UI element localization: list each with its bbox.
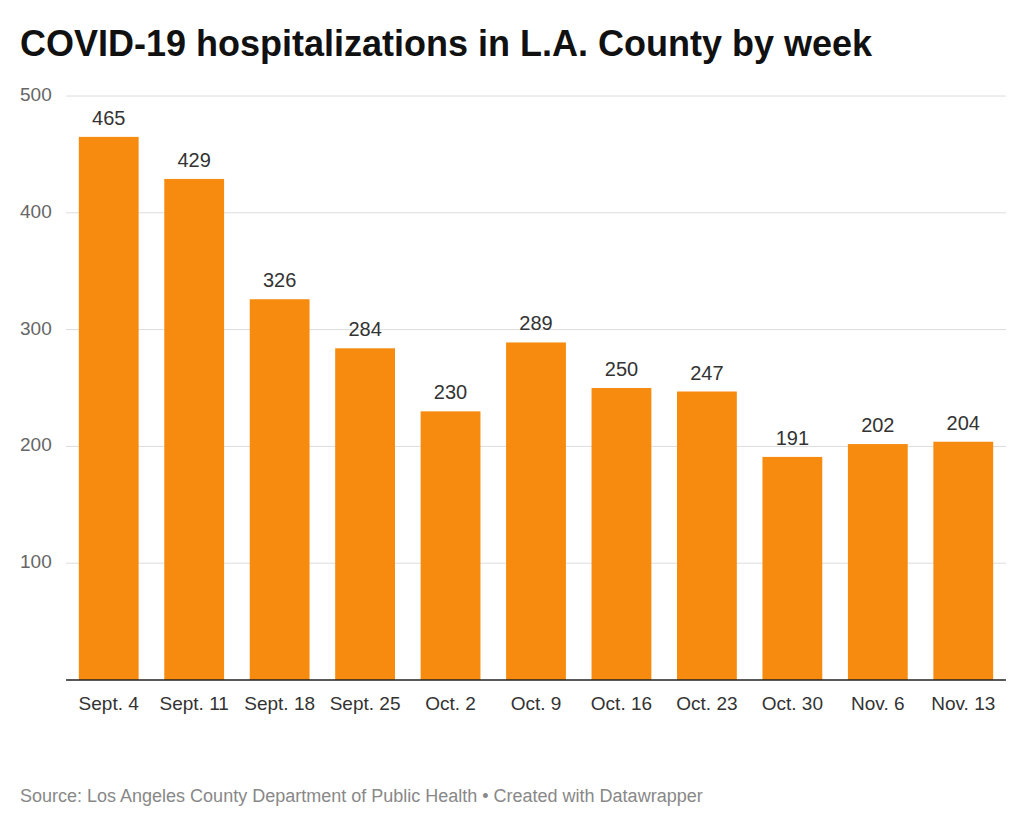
x-tick-label: Sept. 4	[79, 693, 140, 714]
data-label: 247	[690, 362, 723, 384]
x-tick-label: Oct. 2	[425, 693, 476, 714]
data-label: 202	[861, 414, 894, 436]
x-tick-label: Sept. 25	[330, 693, 401, 714]
bar	[848, 444, 908, 680]
bar	[677, 392, 737, 680]
y-tick-label: 100	[20, 551, 52, 572]
bar	[335, 348, 395, 680]
source: Source: Los Angeles County Department of…	[20, 786, 703, 806]
bars	[79, 137, 993, 680]
bar	[250, 299, 310, 680]
x-tick-label: Sept. 18	[244, 693, 315, 714]
x-tick-label: Nov. 6	[851, 693, 905, 714]
bar	[592, 388, 652, 680]
y-tick-label: 300	[20, 318, 52, 339]
y-tick-label: 400	[20, 201, 52, 222]
bar	[506, 342, 566, 680]
data-label: 230	[434, 381, 467, 403]
data-label: 429	[177, 149, 210, 171]
data-label: 191	[776, 427, 809, 449]
x-tick-label: Oct. 16	[591, 693, 652, 714]
bar	[762, 457, 822, 680]
data-label: 250	[605, 358, 638, 380]
bar	[164, 179, 224, 680]
data-label: 204	[947, 412, 980, 434]
x-tick-label: Nov. 13	[931, 693, 995, 714]
data-label: 326	[263, 269, 296, 291]
data-label: 284	[348, 318, 381, 340]
bar	[933, 442, 993, 680]
bar	[79, 137, 139, 680]
title: COVID-19 hospitalizations in L.A. County…	[20, 23, 873, 64]
chart-container: COVID-19 hospitalizations in L.A. County…	[0, 0, 1024, 825]
x-axis-line	[66, 679, 1006, 681]
labels: 465 429 326 284 230 289 250 247 191 202 204	[92, 107, 980, 449]
x-tick-label: Sept. 11	[159, 693, 228, 714]
data-label: 465	[92, 107, 125, 129]
chart-svg: COVID-19 hospitalizations in L.A. County…	[0, 0, 1024, 825]
x-tick-label: Oct. 30	[762, 693, 823, 714]
data-label: 289	[519, 312, 552, 334]
x-tick-label: Oct. 23	[676, 693, 737, 714]
bar	[421, 411, 481, 680]
x-tick-label: Oct. 9	[511, 693, 562, 714]
y-tick-label: 500	[20, 84, 52, 105]
grid-line	[66, 96, 1006, 97]
y-tick-label: 200	[20, 434, 52, 455]
